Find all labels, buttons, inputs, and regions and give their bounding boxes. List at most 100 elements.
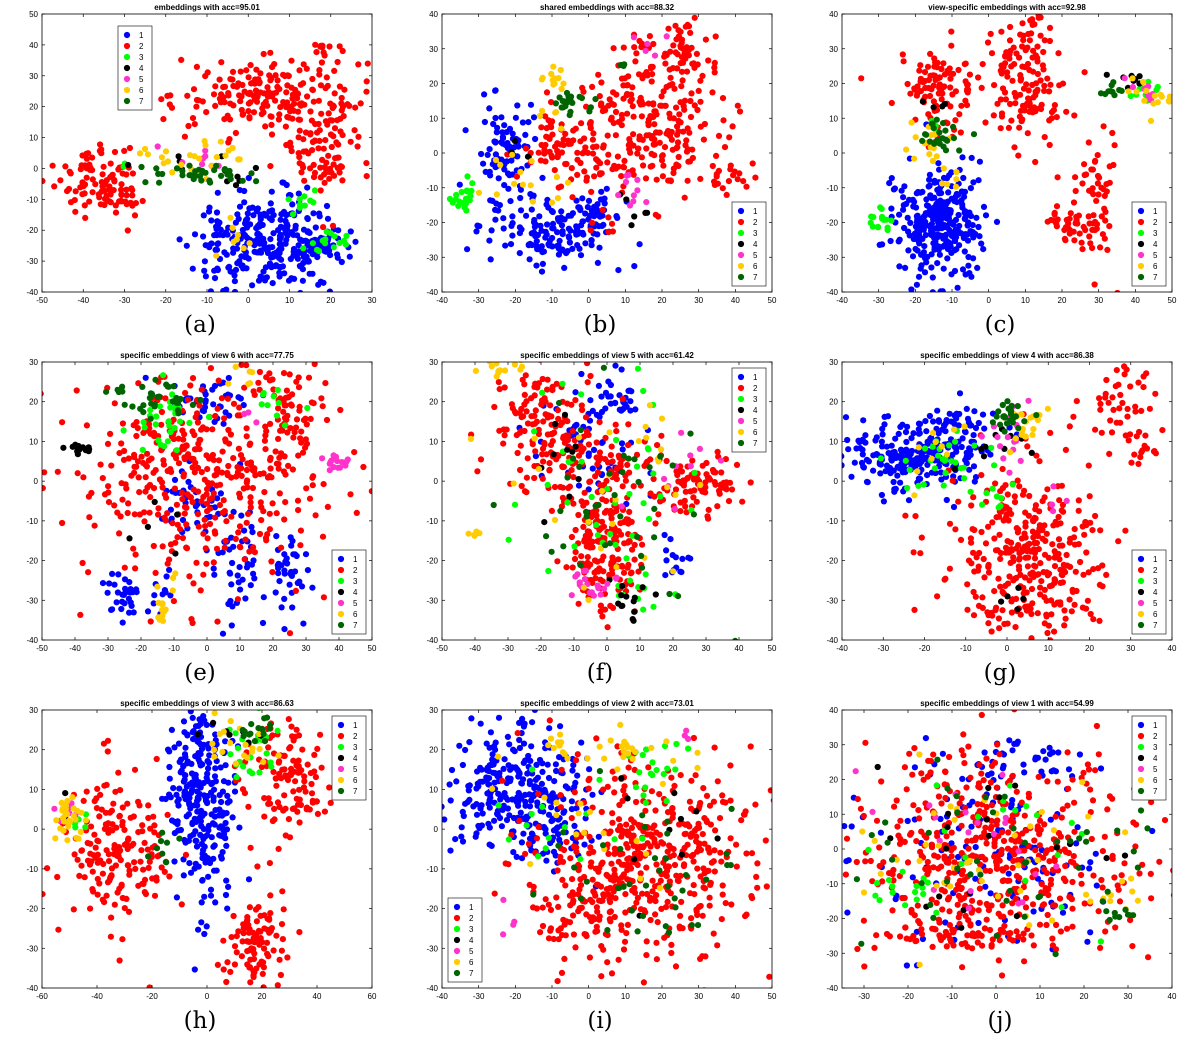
point-series-2 [998,70,1005,77]
point-series-6 [191,153,198,160]
point-series-6 [606,429,613,436]
point-series-2 [1093,225,1100,232]
point-series-2 [243,433,250,440]
point-series-1 [601,200,608,207]
point-series-2 [204,486,211,493]
point-series-2 [539,475,546,482]
x-tick-label: -20 [535,644,547,653]
point-series-2 [926,92,934,100]
point-series-2 [709,162,716,170]
point-series-1 [534,231,541,239]
point-series-6 [493,362,500,367]
point-series-2 [1011,61,1018,68]
legend-marker [337,588,345,596]
point-series-1 [462,127,469,134]
point-series-6 [664,484,671,491]
point-series-1 [934,260,941,267]
point-series-6 [558,85,565,92]
legend-label: 1 [139,31,144,40]
legend-marker [737,240,745,248]
point-series-2 [1098,213,1105,220]
legend-label: 6 [139,86,144,95]
point-series-2 [662,102,669,109]
point-series-2 [1090,566,1097,573]
point-series-2 [697,77,704,84]
point-series-1 [914,455,921,462]
point-series-1 [938,476,945,483]
point-series-2 [1026,108,1033,115]
point-series-2 [975,563,982,570]
point-series-2 [134,458,142,465]
point-series-2 [337,406,344,414]
point-series-1 [243,564,251,571]
point-series-6 [912,134,919,141]
point-series-2 [673,104,680,111]
point-series-1 [202,242,209,249]
point-series-1 [189,265,196,272]
point-series-7 [687,430,694,437]
point-series-3 [258,401,265,408]
point-series-2 [1008,117,1015,124]
point-series-1 [246,205,253,212]
point-series-1 [848,473,855,480]
point-series-6 [509,151,516,158]
point-series-2 [935,90,942,97]
point-series-2 [496,386,503,393]
point-series-6 [940,165,947,172]
point-series-2 [312,41,319,48]
point-series-2 [904,80,911,88]
point-series-2 [184,396,191,403]
point-series-2 [158,96,165,103]
point-series-2 [1032,643,1038,649]
point-series-2 [687,29,694,36]
point-series-6 [911,155,918,162]
point-series-2 [617,463,624,470]
point-series-2 [240,111,247,118]
point-series-1 [959,266,967,273]
point-series-6 [496,353,502,359]
point-series-2 [1046,37,1053,45]
point-series-2 [317,164,324,171]
point-series-6 [501,367,509,374]
point-series-1 [304,215,311,222]
point-series-2 [123,485,130,492]
point-series-2 [540,418,547,425]
point-series-2 [214,618,221,625]
point-series-2 [1030,573,1037,580]
point-series-2 [109,171,116,178]
point-series-2 [1079,246,1086,253]
point-series-1 [293,552,300,560]
point-series-5 [253,419,260,426]
point-series-1 [935,246,942,253]
point-series-7 [611,492,618,499]
point-series-2 [650,40,657,48]
point-series-2 [243,67,250,74]
point-series-2 [300,164,307,171]
point-series-2 [532,407,539,414]
point-series-2 [357,100,364,107]
point-series-3 [285,196,292,203]
point-series-1 [582,210,589,217]
point-series-2 [214,405,221,412]
point-series-1 [939,288,946,292]
x-tick-label: 0 [246,296,251,305]
point-series-6 [160,160,167,167]
point-series-2 [80,474,87,481]
point-series-2 [691,487,698,494]
point-series-2 [338,100,345,107]
point-series-1 [948,195,955,202]
point-series-1 [242,217,250,224]
point-series-1 [569,245,576,252]
point-series-1 [934,234,941,241]
point-series-1 [259,221,266,229]
point-series-1 [273,262,280,269]
point-series-1 [296,262,303,270]
point-series-2 [1122,527,1129,534]
point-series-2 [1044,75,1051,82]
point-series-1 [221,249,228,256]
point-series-2 [513,173,520,180]
legend-marker [1137,207,1145,215]
point-series-2 [1067,563,1074,570]
